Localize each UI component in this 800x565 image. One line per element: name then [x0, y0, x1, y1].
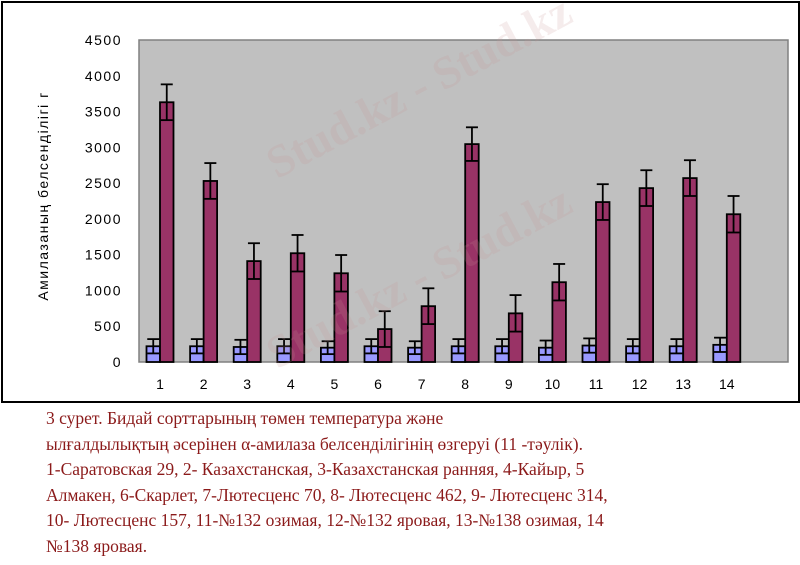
bar-group: [159, 83, 175, 363]
x-tick-label: 6: [374, 376, 382, 392]
caption-line: 3 сурет. Бидай сорттарының төмен темпера…: [46, 408, 444, 428]
bar-group: [319, 340, 336, 363]
bar-group: [595, 183, 611, 363]
y-tick-label: 4000: [85, 68, 122, 84]
y-tick-label: 3500: [85, 104, 122, 120]
bar-group: [581, 337, 597, 363]
bar-group: [246, 242, 262, 363]
figure-caption: 3 сурет. Бидай сорттарының төмен темпера…: [46, 406, 796, 559]
x-tick-label: 2: [200, 376, 208, 392]
bar-group: [551, 263, 567, 363]
bar: [595, 201, 611, 363]
x-tick-label: 12: [632, 376, 648, 392]
bar-group: [668, 338, 685, 363]
x-tick-label: 3: [243, 376, 251, 392]
bar-group: [377, 310, 393, 363]
bar: [159, 101, 175, 363]
bar-group: [145, 338, 161, 363]
bar-group: [189, 338, 205, 363]
y-tick-label: 4500: [85, 32, 122, 48]
x-tick-label: 10: [545, 376, 561, 392]
y-tick-label: 1500: [85, 247, 122, 263]
bar: [682, 177, 698, 363]
y-tick-label: 2500: [85, 175, 122, 191]
x-tick-label: 14: [719, 376, 735, 392]
bar-group: [538, 339, 554, 363]
bar-group: [420, 287, 437, 363]
caption-line: №138 яровая.: [46, 535, 148, 556]
caption-line: Алмакен, 6-Скарлет, 7-Лютесценс 70, 8- Л…: [46, 484, 608, 505]
bar-group: [202, 162, 219, 363]
bar-group: [682, 159, 698, 363]
caption-line: ылғалдылықтың әсерінен α-амилаза белсенд…: [46, 433, 583, 454]
bar-group: [289, 234, 306, 363]
bar: [464, 143, 480, 363]
bar-group: [507, 294, 524, 363]
x-tick-label: 11: [589, 376, 604, 392]
bar-chart: 0 500 1000 1500 2000 2500 3000 3500 4000 4500 Амил…: [35, 32, 789, 392]
y-tick-label: 500: [94, 318, 122, 334]
caption-line: 1-Саратовская 29, 2- Казахстанская, 3-Ка…: [46, 459, 585, 479]
caption-line: 10- Лютесценс 157, 11-№132 озимая, 12-№1…: [46, 510, 604, 530]
x-tick-label: 5: [331, 376, 339, 392]
bar-group: [625, 338, 641, 363]
y-tick-label: 3000: [85, 139, 122, 155]
y-tick-label: 0: [113, 354, 122, 370]
bar-group: [333, 254, 349, 363]
x-tick-label: 1: [156, 376, 164, 392]
bar: [202, 180, 219, 363]
x-tick-label: 13: [675, 376, 691, 392]
x-tick-label: 4: [287, 376, 295, 392]
x-tick-label: 7: [418, 376, 426, 392]
x-tick-label: 9: [505, 376, 513, 392]
bar: [725, 213, 742, 363]
bar-group: [464, 126, 480, 363]
y-axis-label: Амилазаның белсенділігі г: [35, 91, 51, 300]
bar: [638, 187, 654, 363]
bar-group: [638, 169, 654, 363]
y-tick-label: 2000: [85, 211, 122, 227]
bar-group: [725, 195, 742, 363]
y-tick-label: 1000: [85, 282, 122, 298]
x-tick-label: 8: [461, 376, 469, 392]
